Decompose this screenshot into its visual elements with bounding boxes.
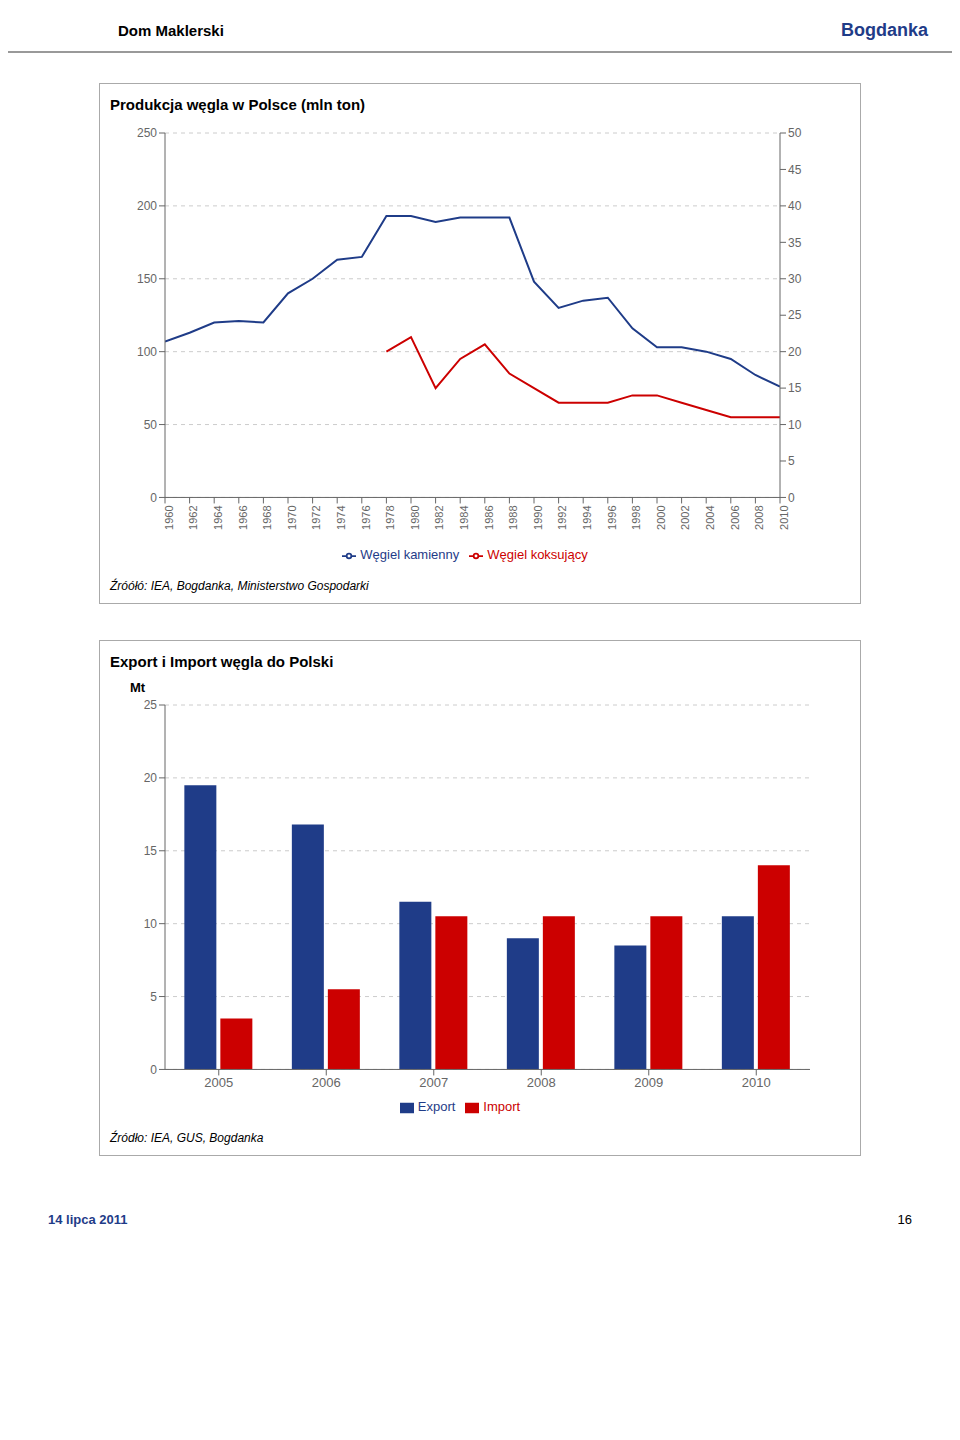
html-text:Mt: Mt bbox=[130, 680, 146, 695]
svg-text:50: 50 bbox=[144, 418, 158, 432]
svg-text:2007: 2007 bbox=[419, 1075, 448, 1090]
svg-text:1976: 1976 bbox=[360, 505, 372, 529]
svg-text:1986: 1986 bbox=[483, 505, 495, 529]
html-text:Import: Import bbox=[483, 1099, 521, 1115]
svg-text:250: 250 bbox=[137, 126, 157, 140]
svg-text:1966: 1966 bbox=[237, 505, 249, 529]
svg-text:1992: 1992 bbox=[556, 505, 568, 529]
svg-text:20: 20 bbox=[788, 345, 802, 359]
svg-text:1970: 1970 bbox=[286, 505, 298, 529]
svg-text:2000: 2000 bbox=[655, 505, 667, 529]
svg-text:1990: 1990 bbox=[532, 505, 544, 529]
svg-text:1960: 1960 bbox=[163, 505, 175, 529]
svg-text:2004: 2004 bbox=[704, 505, 716, 529]
svg-text:25: 25 bbox=[788, 308, 802, 322]
svg-text:2010: 2010 bbox=[778, 505, 790, 529]
svg-text:150: 150 bbox=[137, 272, 157, 286]
html-text:Dom Maklerski: Dom Maklerski bbox=[118, 22, 224, 39]
svg-text:1984: 1984 bbox=[458, 505, 470, 529]
svg-text:0: 0 bbox=[150, 491, 157, 505]
html-text:16: 16 bbox=[897, 1212, 912, 1227]
svg-text:15: 15 bbox=[788, 381, 802, 395]
html-text:Export: Export bbox=[417, 1099, 456, 1115]
svg-text:35: 35 bbox=[788, 236, 802, 250]
html-text:Bogdanka: Bogdanka bbox=[841, 20, 928, 40]
svg-text:0: 0 bbox=[150, 1063, 157, 1077]
svg-text:1988: 1988 bbox=[507, 505, 519, 529]
html-text:Źróółó: IEA, Bogdanka, Ministe: Źróółó: IEA, Bogdanka, Ministerstwo Gosp… bbox=[110, 579, 369, 593]
svg-text:1996: 1996 bbox=[606, 505, 618, 529]
svg-text:1980: 1980 bbox=[409, 505, 421, 529]
svg-text:1962: 1962 bbox=[187, 505, 199, 529]
svg-text:2010: 2010 bbox=[742, 1075, 771, 1090]
html-text:Źródło: IEA, GUS, Bogdanka: Źródło: IEA, GUS, Bogdanka bbox=[110, 1131, 264, 1145]
svg-text:45: 45 bbox=[788, 163, 802, 177]
svg-text:30: 30 bbox=[788, 272, 802, 286]
svg-text:25: 25 bbox=[144, 698, 158, 712]
svg-text:1978: 1978 bbox=[384, 505, 396, 529]
svg-text:2006: 2006 bbox=[729, 505, 741, 529]
svg-text:50: 50 bbox=[788, 126, 802, 140]
svg-text:1998: 1998 bbox=[630, 505, 642, 529]
svg-text:5: 5 bbox=[150, 990, 157, 1004]
svg-text:2008: 2008 bbox=[753, 505, 765, 529]
svg-text:100: 100 bbox=[137, 345, 157, 359]
svg-text:10: 10 bbox=[144, 917, 158, 931]
svg-text:2006: 2006 bbox=[312, 1075, 341, 1090]
svg-text:1964: 1964 bbox=[212, 505, 224, 529]
html-text:Export i Import węgla do Polsk: Export i Import węgla do Polski bbox=[110, 653, 334, 670]
svg-text:10: 10 bbox=[788, 418, 802, 432]
html-text:14 lipca 2011: 14 lipca 2011 bbox=[48, 1212, 128, 1227]
svg-text:40: 40 bbox=[788, 199, 802, 213]
svg-text:1974: 1974 bbox=[335, 505, 347, 529]
svg-text:2005: 2005 bbox=[204, 1075, 233, 1090]
svg-text:200: 200 bbox=[137, 199, 157, 213]
svg-text:2009: 2009 bbox=[634, 1075, 663, 1090]
svg-text:20: 20 bbox=[144, 771, 158, 785]
svg-text:15: 15 bbox=[144, 844, 158, 858]
html-text:Węgiel koksujący: Węgiel koksujący bbox=[487, 547, 588, 563]
svg-text:2008: 2008 bbox=[527, 1075, 556, 1090]
svg-text:0: 0 bbox=[788, 491, 795, 505]
svg-text:2002: 2002 bbox=[679, 505, 691, 529]
svg-text:1982: 1982 bbox=[433, 505, 445, 529]
html-text:Węgiel kamienny: Węgiel kamienny bbox=[360, 547, 460, 563]
svg-text:1972: 1972 bbox=[310, 505, 322, 529]
html-text:Produkcja węgla w Polsce (mln: Produkcja węgla w Polsce (mln ton) bbox=[110, 96, 366, 113]
svg-text:1994: 1994 bbox=[581, 505, 593, 529]
svg-text:5: 5 bbox=[788, 454, 795, 468]
svg-text:1968: 1968 bbox=[261, 505, 273, 529]
